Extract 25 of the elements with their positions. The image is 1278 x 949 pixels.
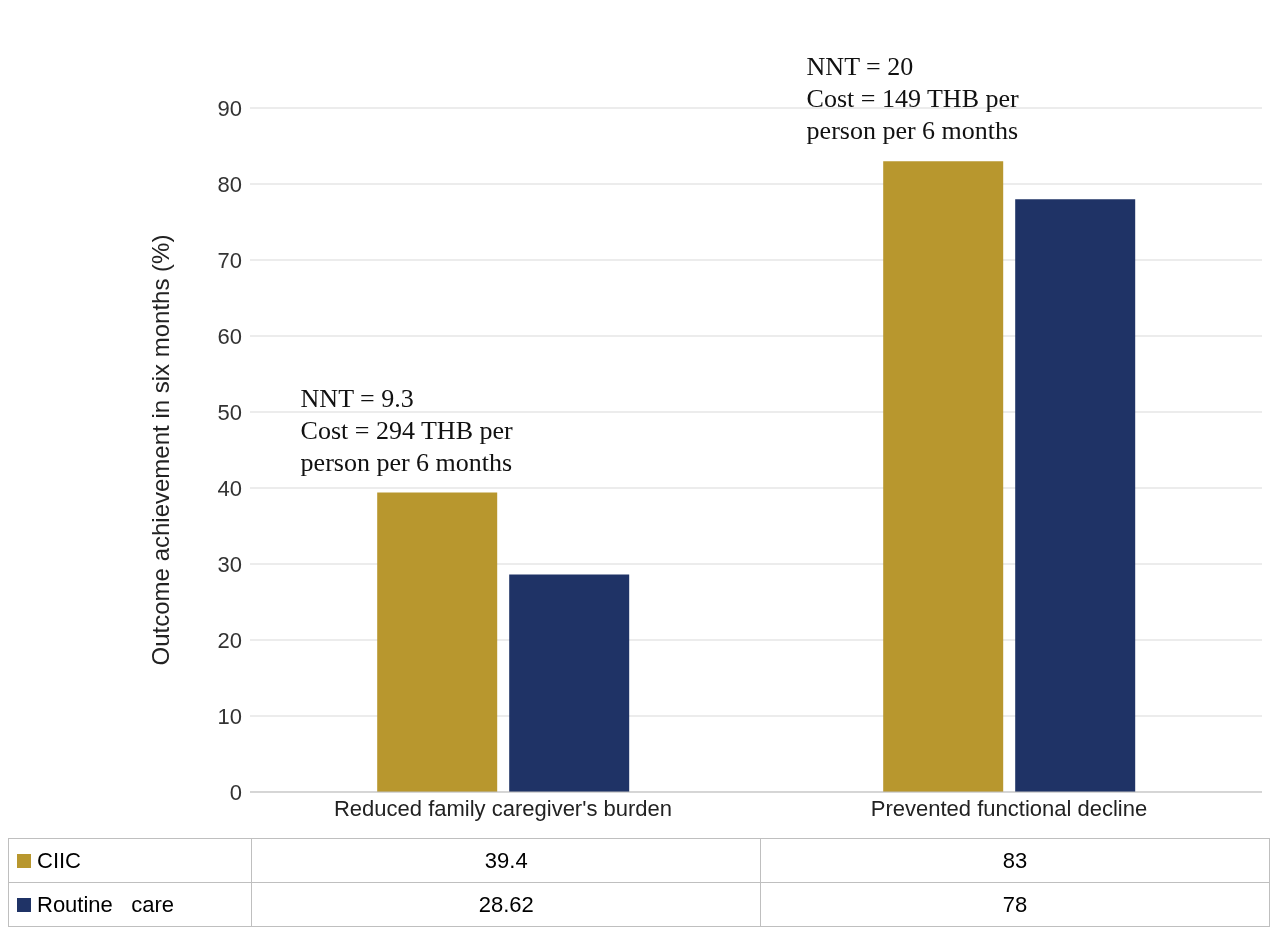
y-tick-label: 70: [217, 247, 242, 273]
y-tick-label: 20: [217, 627, 242, 653]
bar: [377, 492, 498, 792]
annotation: NNT = 20 Cost = 149 THB per person per 6 months: [806, 51, 1020, 148]
y-axis-title: Outcome achievement in six months (%): [146, 234, 174, 666]
data-label: 78: [760, 882, 1270, 927]
data-label: 39.4: [251, 838, 761, 883]
y-tick-label: 30: [217, 551, 242, 577]
y-tick-label: 50: [217, 399, 242, 425]
y-tick-label: 60: [217, 323, 242, 349]
bar: [883, 161, 1004, 792]
x-tick-label: Prevented functional decline: [870, 795, 1148, 821]
legend-label: CIIC: [37, 847, 81, 873]
bar: [1015, 199, 1136, 792]
data-label: 28.62: [251, 882, 761, 927]
legend-label: Routine care: [37, 891, 174, 917]
y-tick-label: 0: [229, 779, 242, 805]
data-label: 83: [760, 838, 1270, 883]
y-tick-label: 80: [217, 171, 242, 197]
y-tick-label: 90: [217, 95, 242, 121]
y-tick-label: 10: [217, 703, 242, 729]
x-tick-label: Reduced family caregiver's burden: [333, 795, 673, 821]
annotation: NNT = 9.3 Cost = 294 THB per person per 6 months: [300, 382, 514, 479]
bar: [509, 574, 630, 792]
y-tick-label: 40: [217, 475, 242, 501]
